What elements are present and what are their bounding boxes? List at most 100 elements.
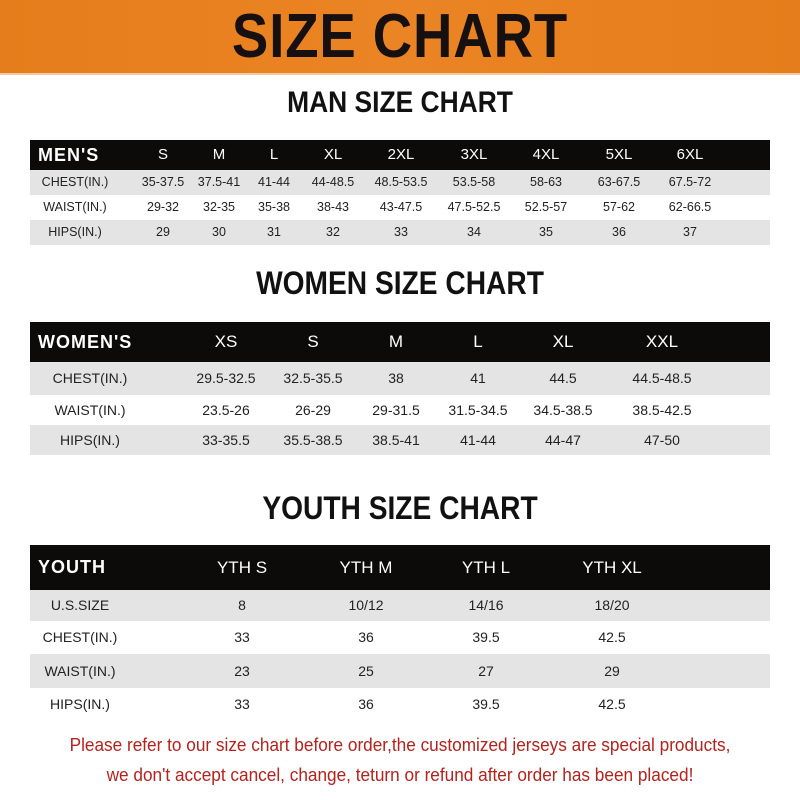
table-cell: 33 [234, 629, 250, 645]
measurement-label: HIPS(IN.) [50, 696, 110, 712]
table-cell: 39.5 [472, 629, 500, 645]
table-cell: 31.5-34.5 [448, 402, 508, 418]
size-header-cell: XXL [645, 332, 679, 351]
measurement-label: HIPS(IN.) [60, 432, 120, 448]
order-notice-line-1: Please refer to our size chart before or… [69, 734, 731, 755]
size-header-cell: YTH L [461, 558, 511, 577]
table-cell: 53.5-58 [452, 175, 496, 189]
table-cell: 41-44 [258, 175, 290, 189]
table-title-cell: MEN'S [38, 145, 100, 165]
table-cell: 31 [267, 225, 281, 239]
size-header-cell: M [212, 146, 226, 163]
table-cell: 29-31.5 [372, 402, 420, 418]
table-cell: 52.5-57 [524, 200, 568, 214]
table-cell: 63-67.5 [597, 175, 641, 189]
table-cell: 37.5-41 [197, 175, 241, 189]
table-cell: 62-66.5 [668, 200, 712, 214]
table-cell: 39.5 [472, 696, 500, 712]
youth-header-row: YOUTH YTH S YTH M YTH L YTH XL [30, 545, 770, 590]
size-header-cell: YTH S [216, 558, 268, 577]
size-header-cell: XL [323, 146, 343, 163]
measurement-label: WAIST(IN.) [54, 402, 126, 418]
size-header-cell: XS [214, 332, 238, 351]
table-cell: 35 [539, 225, 553, 239]
table-row: HIPS(IN.) 29 30 31 32 33 34 35 36 37 [30, 220, 770, 245]
table-cell: 25 [358, 663, 374, 679]
table-cell: 57-62 [603, 200, 635, 214]
size-header-cell: YTH M [339, 558, 393, 577]
table-row: WAIST(IN.) 29-32 32-35 35-38 38-43 43-47.5 47.… [30, 195, 770, 220]
size-header-cell: YTH XL [582, 558, 642, 577]
size-header-cell: S [307, 332, 319, 351]
table-cell: 36 [358, 696, 374, 712]
table-cell: 37 [683, 225, 697, 239]
table-cell: 38-43 [317, 200, 349, 214]
size-header-cell: L [473, 332, 483, 351]
measurement-label: U.S.SIZE [50, 597, 110, 613]
table-cell: 38.5-41 [372, 432, 420, 448]
banner-title: SIZE CHART [231, 2, 569, 71]
size-header-cell: L [269, 146, 279, 163]
table-cell: 36 [612, 225, 626, 239]
measurement-label: WAIST(IN.) [43, 200, 107, 214]
table-cell: 26-29 [295, 402, 331, 418]
table-title-cell: WOMEN'S [38, 332, 133, 352]
table-cell: 32 [326, 225, 340, 239]
table-cell: 14/16 [468, 597, 504, 613]
table-cell: 34.5-38.5 [533, 402, 593, 418]
table-cell: 44.5-48.5 [632, 370, 692, 386]
size-header-cell: 2XL [387, 146, 415, 163]
measurement-label: CHEST(IN.) [42, 629, 118, 645]
measurement-label: HIPS(IN.) [48, 225, 102, 239]
table-cell: 44.5 [549, 370, 577, 386]
table-cell: 23.5-26 [202, 402, 250, 418]
table-cell: 29 [604, 663, 620, 679]
size-header-cell: 4XL [532, 146, 560, 163]
size-header-cell: S [157, 146, 169, 163]
women-header-row: WOMEN'S XS S M L XL XXL [30, 322, 770, 362]
table-row: HIPS(IN.) 33 36 39.5 42.5 [30, 688, 770, 720]
table-cell: 44-47 [545, 432, 581, 448]
table-cell: 18/20 [594, 597, 630, 613]
size-header-cell: 3XL [460, 146, 488, 163]
men-section-title: MAN SIZE CHART [287, 86, 513, 119]
table-cell: 47-50 [644, 432, 680, 448]
table-row: CHEST(IN.) 33 36 39.5 42.5 [30, 621, 770, 654]
table-cell: 41 [470, 370, 486, 386]
table-cell: 58-63 [530, 175, 562, 189]
table-cell: 23 [234, 663, 250, 679]
table-cell: 29 [156, 225, 170, 239]
table-cell: 34 [467, 225, 481, 239]
table-row: WAIST(IN.) 23 25 27 29 [30, 654, 770, 688]
measurement-label: CHEST(IN.) [52, 370, 128, 386]
table-cell: 27 [478, 663, 494, 679]
table-cell: 32.5-35.5 [283, 370, 343, 386]
table-cell: 8 [238, 597, 246, 613]
table-cell: 35-38 [258, 200, 290, 214]
youth-section-title: YOUTH SIZE CHART [262, 490, 538, 526]
measurement-label: CHEST(IN.) [41, 175, 109, 189]
table-cell: 44-48.5 [311, 175, 355, 189]
table-cell: 29.5-32.5 [196, 370, 256, 386]
size-chart-banner: SIZE CHART [0, 0, 800, 75]
table-cell: 38 [388, 370, 404, 386]
table-cell: 35-37.5 [141, 175, 185, 189]
table-cell: 10/12 [348, 597, 384, 613]
table-cell: 67.5-72 [668, 175, 712, 189]
table-cell: 33-35.5 [202, 432, 250, 448]
table-cell: 47.5-52.5 [447, 200, 501, 214]
table-cell: 33 [394, 225, 408, 239]
table-row: WAIST(IN.) 23.5-26 26-29 29-31.5 31.5-34.5 34… [30, 395, 770, 425]
table-cell: 29-32 [147, 200, 179, 214]
table-cell: 30 [212, 225, 226, 239]
size-header-cell: M [388, 332, 404, 351]
order-notice-line-2: we don't accept cancel, change, teturn o… [106, 764, 694, 785]
table-row: CHEST(IN.) 35-37.5 37.5-41 41-44 44-48.5 48.5… [30, 170, 770, 195]
table-cell: 38.5-42.5 [632, 402, 692, 418]
table-cell: 43-47.5 [379, 200, 423, 214]
women-section-title: WOMEN SIZE CHART [256, 265, 544, 301]
table-title-cell: YOUTH [38, 557, 106, 577]
table-cell: 48.5-53.5 [374, 175, 428, 189]
table-row: CHEST(IN.) 29.5-32.5 32.5-35.5 38 41 44.5 44.5… [30, 362, 770, 395]
table-cell: 42.5 [598, 696, 626, 712]
